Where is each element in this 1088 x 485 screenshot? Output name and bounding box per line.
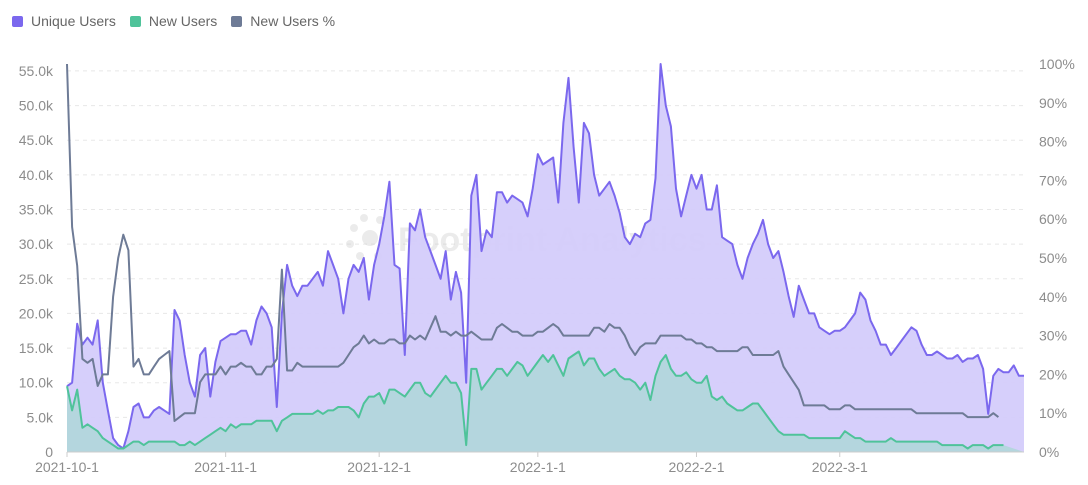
legend-swatch-unique-users [12,15,23,27]
y-right-tick-label: 0% [1039,444,1059,460]
y-right-tick-label: 70% [1039,172,1067,188]
x-tick-label: 2021-10-1 [35,459,99,475]
y-right-tick-label: 80% [1039,134,1067,150]
y-left-tick-label: 45.0k [19,132,54,148]
y-right-tick-label: 30% [1039,328,1067,344]
y-right-tick-label: 90% [1039,95,1067,111]
series-line-2 [66,63,1000,422]
area-0 [67,64,1024,452]
y-right-tick-label: 20% [1039,366,1067,382]
y-left-tick-label: 30.0k [19,236,54,252]
x-tick-label: 2021-12-1 [347,459,411,475]
y-left-tick-label: 35.0k [19,202,54,218]
y-right-tick-label: 50% [1039,250,1067,266]
chart-legend: Unique Users New Users New Users % [12,11,349,31]
legend-swatch-new-users-pct [231,15,243,27]
y-right-tick-label: 100% [1039,56,1075,72]
legend-item-unique-users[interactable]: Unique Users [12,13,116,29]
y-left-tick-label: 15.0k [19,340,54,356]
series-areas [67,64,1024,452]
legend-label-unique-users: Unique Users [31,13,116,29]
legend-swatch-new-users [129,15,141,27]
y-left-tick-label: 5.0k [27,409,54,425]
y-right-tick-label: 10% [1039,405,1067,421]
series-lines [66,63,1024,450]
x-tick-label: 2022-2-1 [668,459,724,475]
y-left-tick-label: 0 [45,444,53,460]
area-1 [67,351,1024,452]
legend-label-new-users-pct: New Users % [250,13,336,29]
x-tick-label: 2022-1-1 [510,459,566,475]
y-left-tick-label: 55.0k [19,63,54,79]
legend-label-new-users: New Users [148,13,218,29]
series-line-0 [66,63,1024,450]
x-tick-label: 2021-11-1 [194,459,257,475]
y-right-tick-label: 40% [1039,289,1067,305]
series-line-1 [66,350,1004,450]
legend-item-new-users-pct[interactable]: New Users % [231,13,335,29]
axes: 0 5.0k 10.0k 15.0k 20.0k 25.0k 30.0k 35.0k 40.0k… [19,56,1075,475]
y-right-tick-label: 60% [1039,211,1067,227]
y-left-tick-label: 40.0k [19,167,54,183]
y-left-tick-label: 10.0k [19,375,54,391]
legend-item-new-users[interactable]: New Users [129,13,218,29]
y-left-tick-label: 25.0k [19,271,54,287]
x-tick-label: 2022-3-1 [812,459,868,475]
y-left-tick-label: 20.0k [19,305,54,321]
y-left-tick-label: 50.0k [19,98,54,114]
